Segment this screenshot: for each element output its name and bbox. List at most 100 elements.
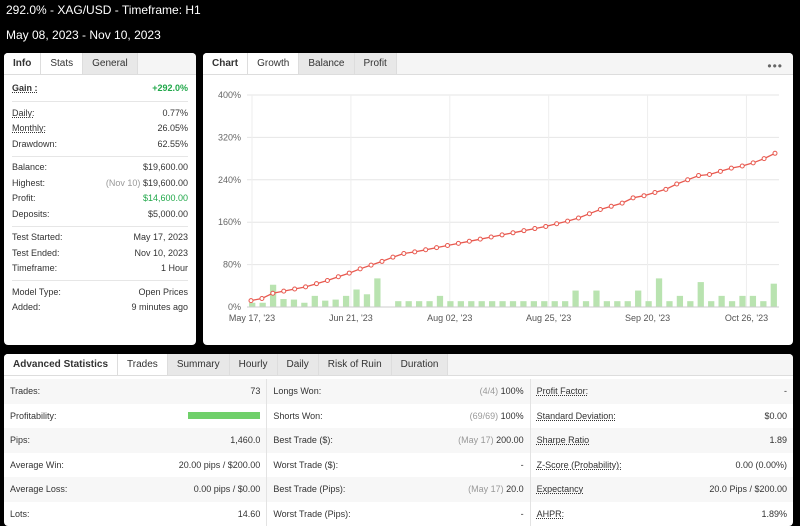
volume-bar <box>603 301 611 307</box>
stat-cell: Profit Factor: - <box>531 379 793 404</box>
growth-point <box>608 203 614 209</box>
tab-chart[interactable]: Chart <box>203 53 249 74</box>
gain-label[interactable]: Gain : <box>12 83 38 93</box>
volume-bar <box>353 289 360 307</box>
gain-value: +292.0% <box>152 83 188 93</box>
stat-cell: Trades: 73 <box>4 379 268 404</box>
shorts-won-count: (69/69) <box>469 410 499 421</box>
tab-duration[interactable]: Duration <box>391 354 449 375</box>
tab-risk-of-ruin[interactable]: Risk of Ruin <box>318 354 392 375</box>
added-label: Added: <box>12 302 41 313</box>
z-score-value: 0.00 (0.00%) <box>735 459 787 470</box>
divider <box>12 225 188 227</box>
growth-point <box>597 206 603 212</box>
monthly-label[interactable]: Monthly: <box>12 123 47 134</box>
tab-summary[interactable]: Summary <box>167 354 230 375</box>
growth-point <box>292 286 298 292</box>
volume-bar <box>342 295 350 307</box>
stat-row: Deposits: $5,000.00 <box>12 206 188 222</box>
volume-bar <box>551 301 558 307</box>
growth-point <box>346 270 352 276</box>
stats-panel: Info Stats General Gain : +292.0% Daily:… <box>4 53 196 345</box>
average-loss-label: Average Loss: <box>10 484 68 495</box>
growth-point <box>696 173 702 179</box>
stat-cell: Standard Deviation: $0.00 <box>531 404 793 429</box>
stat-row: Added: 9 minutes ago <box>12 300 188 316</box>
stat-cell: Best Trade (Pips): (May 17) 20.0 <box>267 477 531 502</box>
average-win-label: Average Win: <box>10 459 64 470</box>
tab-general[interactable]: General <box>83 53 138 74</box>
x-tick-label: May 17, '23 <box>229 313 275 323</box>
growth-point <box>554 221 560 227</box>
volume-bar <box>614 301 621 307</box>
tab-trades[interactable]: Trades <box>118 354 168 375</box>
worst-trade-dollar-value: - <box>520 459 524 470</box>
date-range: May 08, 2023 - Nov 10, 2023 <box>6 28 161 42</box>
stat-cell: Pips: 1,460.0 <box>4 428 268 453</box>
stat-cell: Sharpe Ratio 1.89 <box>531 428 793 453</box>
growth-point <box>630 195 636 201</box>
tab-advanced-statistics[interactable]: Advanced Statistics <box>4 354 119 375</box>
volume-bar <box>687 301 694 307</box>
tab-growth[interactable]: Growth <box>248 53 300 74</box>
standard-deviation-label[interactable]: Standard Deviation: <box>536 410 616 421</box>
volume-bar <box>489 301 496 307</box>
profit-factor-label[interactable]: Profit Factor: <box>536 386 589 397</box>
growth-point <box>728 165 734 171</box>
z-score-label[interactable]: Z-Score (Probability): <box>536 459 622 470</box>
stat-cell: Best Trade ($): (May 17) 200.00 <box>267 428 531 453</box>
test-started-value: May 17, 2023 <box>133 232 188 243</box>
growth-point <box>401 250 407 256</box>
stat-cell: Worst Trade ($): - <box>267 452 531 477</box>
chart-menu-icon[interactable]: ••• <box>767 59 783 73</box>
volume-bar <box>728 301 736 307</box>
sharpe-ratio-label[interactable]: Sharpe Ratio <box>536 435 590 446</box>
timeframe-value: 1 Hour <box>160 263 188 274</box>
daily-label[interactable]: Daily: <box>12 107 35 118</box>
volume-bar <box>363 294 371 307</box>
expectancy-label[interactable]: Expectancy <box>536 484 584 495</box>
tab-hourly[interactable]: Hourly <box>229 354 278 375</box>
average-win-value: 20.00 pips / $200.00 <box>178 459 261 470</box>
table-row: Average Loss: 0.00 pips / $0.00 Best Trad… <box>4 477 793 502</box>
volume-bar <box>562 301 569 307</box>
volume-bar <box>499 301 506 307</box>
growth-point <box>586 211 592 217</box>
volume-bar <box>301 302 308 307</box>
profit-label: Profit: <box>12 193 36 204</box>
volume-bar <box>374 278 381 307</box>
growth-point <box>412 249 418 255</box>
x-tick-label: Aug 25, '23 <box>526 313 571 323</box>
tab-daily[interactable]: Daily <box>277 354 319 375</box>
volume-bar <box>697 282 704 307</box>
test-started-label: Test Started: <box>12 232 63 243</box>
stat-row: Monthly: 26.05% <box>12 121 188 137</box>
x-tick-label: Sep 20, '23 <box>625 313 670 323</box>
volume-bar <box>269 284 277 307</box>
ahpr-label[interactable]: AHPR: <box>536 508 565 519</box>
growth-point <box>379 258 385 264</box>
tab-info[interactable]: Info <box>4 53 42 74</box>
tab-balance[interactable]: Balance <box>299 53 355 74</box>
growth-point <box>641 193 647 199</box>
growth-point <box>368 262 374 268</box>
table-row: Pips: 1,460.0 Best Trade ($): (May 17) 200… <box>4 428 793 453</box>
test-ended-value: Nov 10, 2023 <box>134 247 188 258</box>
table-row: Trades: 73 Longs Won: (4/4) 100% Profit Fa… <box>4 379 793 404</box>
volume-bar <box>311 295 318 307</box>
standard-deviation-value: $0.00 <box>764 410 787 421</box>
volume-bar <box>530 301 537 307</box>
worst-trade-dollar-label: Worst Trade ($): <box>273 459 339 470</box>
pips-label: Pips: <box>10 435 31 446</box>
volume-bar <box>739 295 746 307</box>
y-tick-label: 80% <box>223 260 241 270</box>
stat-cell: Average Loss: 0.00 pips / $0.00 <box>4 477 268 502</box>
tab-stats[interactable]: Stats <box>41 53 84 74</box>
timeframe-label: Timeframe: <box>12 263 58 274</box>
balance-value: $19,600.00 <box>142 162 188 173</box>
drawdown-value: 62.55% <box>157 138 188 149</box>
tab-profit[interactable]: Profit <box>354 53 397 74</box>
chart-tabs: Chart Growth Balance Profit <box>203 53 793 75</box>
volume-bar <box>541 301 548 307</box>
daily-value: 0.77% <box>162 107 188 118</box>
